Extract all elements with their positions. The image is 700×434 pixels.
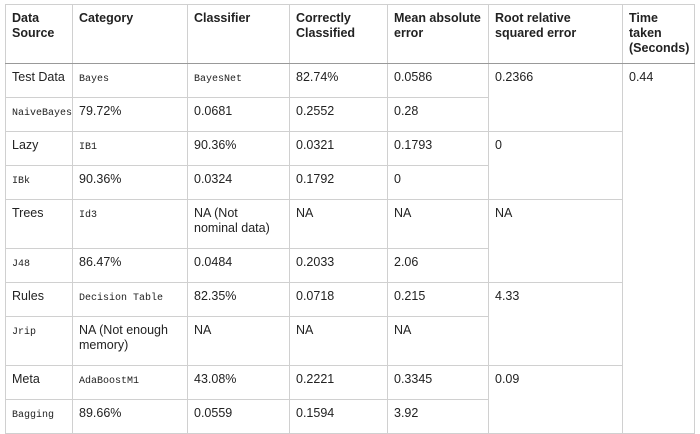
results-table: Data Source Category Classifier Correctly C… [5, 4, 695, 434]
table-cell: NA (Not enough memory) [72, 316, 188, 366]
table-row: Trees Id3 NA (Not nominal data) NA NA NA [5, 199, 695, 283]
table-cell: 2.06 [387, 248, 489, 283]
table-cell: 0.1793 [387, 131, 489, 166]
table-cell: 0.0324 [187, 165, 290, 200]
table-cell: Id3 [72, 199, 188, 249]
table-cell: 0.1594 [289, 399, 388, 434]
table-cell: NA [387, 199, 489, 249]
table-cell: 0.0681 [187, 97, 290, 132]
table-cell: 0.2033 [289, 248, 388, 283]
table-cell: Jrip [5, 316, 73, 366]
table-cell: NA (Not nominal data) [187, 199, 290, 249]
table-row: Meta AdaBoostM1 43.08% 0.2221 0.3345 0.09 [5, 365, 695, 434]
table-row: J48 86.47% 0.0484 0.2033 2.06 [5, 248, 695, 283]
table-cell: 0.0586 [387, 63, 489, 98]
table-header: Data Source Category Classifier Correctly C… [5, 4, 695, 64]
table-row: IBk 90.36% 0.0324 0.1792 0 [5, 165, 695, 200]
table-cell: Test Data [5, 63, 73, 98]
table-cell: 82.35% [187, 282, 290, 317]
table-cell: 43.08% [187, 365, 290, 400]
header-cell: Mean absolute error [387, 4, 489, 64]
table-cell: NA [187, 316, 290, 366]
table-cell: 82.74% [289, 63, 388, 98]
table-cell: 0 [488, 131, 623, 200]
header-cell: Classifier [187, 4, 290, 64]
table-cell: NA [289, 199, 388, 249]
table-cell: 0.1792 [289, 165, 388, 200]
table-row: NaiveBayes 79.72% 0.0681 0.2552 0.28 [5, 97, 695, 132]
table-cell: AdaBoostM1 [72, 365, 188, 400]
header-cell: Correctly Classified [289, 4, 388, 64]
table-cell: NA [289, 316, 388, 366]
table-cell: Meta [5, 365, 73, 400]
table-cell: Trees [5, 199, 73, 249]
table-cell: 90.36% [187, 131, 290, 166]
table-cell: 0.3345 [387, 365, 489, 400]
table-cell: 0.44 [622, 63, 695, 434]
header-cell: Root relative squared error [488, 4, 623, 64]
table-cell: 89.66% [72, 399, 188, 434]
table-body: Test Data Bayes BayesNet 82.74% 0.0586 0.2366… [5, 63, 695, 434]
table-cell: Lazy [5, 131, 73, 166]
table-cell: 0.0718 [289, 282, 388, 317]
table-cell: NaiveBayes [5, 97, 73, 132]
table-cell: 0.215 [387, 282, 489, 317]
table-cell: 79.72% [72, 97, 188, 132]
table-cell: NA [387, 316, 489, 366]
table-cell: 0.2221 [289, 365, 388, 400]
header-cell: Data Source [5, 4, 73, 64]
table-container: Data Source Category Classifier Correctly C… [5, 4, 695, 434]
header-cell: Category [72, 4, 188, 64]
table-cell: Bagging [5, 399, 73, 434]
table-row: Jrip NA (Not enough memory) NA NA NA [5, 316, 695, 366]
table-row: Test Data Bayes BayesNet 82.74% 0.0586 0.2366… [5, 63, 695, 434]
table-row: Lazy IB1 90.36% 0.0321 0.1793 0 [5, 131, 695, 200]
header-row: Data Source Category Classifier Correctly C… [5, 4, 695, 64]
table-cell: 0.0559 [187, 399, 290, 434]
table-cell: 0.0321 [289, 131, 388, 166]
table-cell: Bayes [72, 63, 188, 98]
header-cell: Time taken (Seconds) [622, 4, 695, 64]
table-cell: 0.0484 [187, 248, 290, 283]
table-cell: Rules [5, 282, 73, 317]
table-cell: IBk [5, 165, 73, 200]
table-cell: 90.36% [72, 165, 188, 200]
table-cell: 0 [387, 165, 489, 200]
table-cell: 86.47% [72, 248, 188, 283]
table-cell: J48 [5, 248, 73, 283]
table-cell: 0.09 [488, 365, 623, 434]
table-cell: Decision Table [72, 282, 188, 317]
table-row: Rules Decision Table 82.35% 0.0718 0.215 4.33 [5, 282, 695, 366]
table-cell: NA [488, 199, 623, 283]
table-cell: 0.28 [387, 97, 489, 132]
table-cell: 0.2366 [488, 63, 623, 132]
table-cell: 0.2552 [289, 97, 388, 132]
table-cell: 3.92 [387, 399, 489, 434]
table-cell: BayesNet [187, 63, 290, 98]
table-cell: 4.33 [488, 282, 623, 366]
table-cell: IB1 [72, 131, 188, 166]
